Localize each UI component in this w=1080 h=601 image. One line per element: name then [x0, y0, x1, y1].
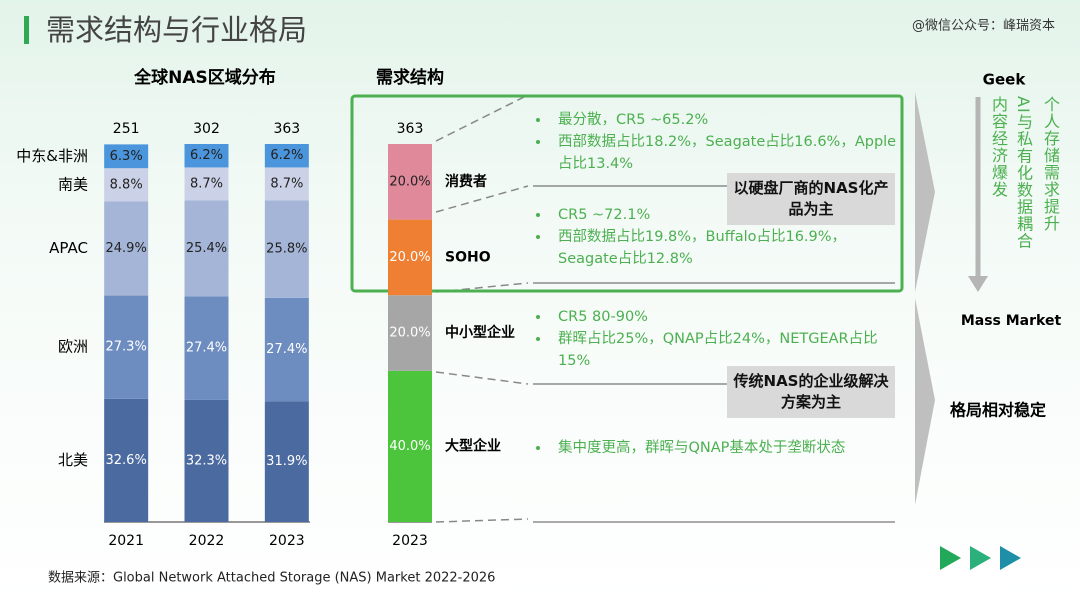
separator-lines: [533, 185, 895, 523]
bar-segment: [264, 144, 309, 168]
value-label: 40.0%: [389, 439, 430, 454]
bar-segment: [184, 399, 229, 522]
value-label: 8.7%: [270, 176, 303, 191]
value-label: 27.4%: [186, 341, 227, 356]
highlight-box: [350, 94, 904, 293]
bar-segment: [104, 144, 149, 169]
trend-arrow-head: [968, 276, 988, 292]
series-label: 中小型企业: [445, 324, 515, 341]
note-block: 最分散，CR5 ~65.2% 西部数据占比18.2%，Seagate占比16.6…: [534, 109, 899, 175]
bullet: CR5 ~72.1%: [534, 204, 899, 226]
bar-segment: [104, 398, 149, 522]
bar-segment: [388, 295, 432, 371]
value-label: 6.2%: [270, 148, 303, 163]
vertical-text: 内容经济爆发: [989, 96, 1008, 198]
bar-segment: [388, 219, 432, 296]
bar-segment: [264, 200, 309, 298]
source-note: 数据来源：Global Network Attached Storage (NA…: [48, 571, 495, 586]
series-label: 南美: [58, 175, 88, 193]
total-label: 251: [113, 121, 140, 137]
vertical-text: AI与私有化数据耦合: [1014, 96, 1033, 250]
note-block: CR5 ~72.1% 西部数据占比19.8%，Buffalo占比16.9%，Se…: [534, 204, 899, 270]
series-label: SOHO: [445, 249, 491, 265]
bar-segment: [104, 168, 149, 202]
value-label: 6.2%: [190, 148, 223, 163]
geek-label: Geek: [983, 71, 1027, 89]
mass-market-label: Mass Market: [961, 313, 1062, 329]
value-label: 25.4%: [186, 241, 227, 256]
chevron-bottom: [915, 298, 935, 505]
x-tick-label: 2021: [108, 533, 144, 549]
bar-segment: [264, 401, 309, 522]
callout: 传统NAS的企业级解决方案为主: [727, 366, 895, 418]
total-label: 363: [273, 121, 300, 137]
series-label: APAC: [49, 239, 88, 257]
deco-triangle: [1000, 546, 1021, 570]
series-label: 北美: [58, 451, 88, 469]
bar-segment: [388, 370, 432, 522]
value-label: 8.7%: [190, 176, 223, 191]
connector-lines: [435, 94, 529, 523]
bullet-text: CR5 ~72.1%: [558, 207, 651, 223]
bar-segment: [264, 167, 309, 201]
bullet-text: 西部数据占比19.8%，Buffalo占比16.9%，Seagate占比12.8…: [558, 229, 847, 267]
stable-label: 格局相对稳定: [950, 401, 1046, 420]
bar-segment: [264, 297, 309, 402]
bullet: 西部数据占比18.2%，Seagate占比16.6%，Apple占比13.4%: [534, 131, 899, 175]
value-label: 6.3%: [110, 149, 143, 164]
series-label: 大型企业: [445, 437, 501, 454]
vertical-text: 个人存储需求提升: [1041, 96, 1060, 232]
x-tick-label: 2022: [189, 533, 225, 549]
bullet: 最分散，CR5 ~65.2%: [534, 109, 899, 131]
series-label: 消费者: [445, 173, 487, 190]
bar-segment: [184, 167, 229, 201]
total-label: 363: [397, 121, 424, 137]
x-tick-label: 2023: [269, 533, 305, 549]
bullet-text: 集中度更高，群晖与QNAP基本处于垄断状态: [558, 440, 846, 456]
deco-triangle: [970, 546, 991, 570]
note-block: CR5 80-90% 群晖占比25%，QNAP占比24%，NETGEAR占比15…: [534, 306, 899, 372]
value-label: 27.4%: [266, 342, 307, 357]
chart-title: 需求结构: [376, 67, 444, 88]
bar-segment: [184, 296, 229, 400]
chart-title: 全球NAS区域分布: [133, 67, 276, 88]
value-label: 27.3%: [106, 340, 147, 355]
callout: 以硬盘厂商的NAS化产品为主: [727, 173, 895, 225]
deco-triangle: [940, 546, 961, 570]
chevron-top: [915, 92, 935, 292]
bar-segment: [184, 144, 229, 168]
value-label: 32.3%: [186, 453, 227, 468]
x-tick-label: 2023: [392, 533, 428, 549]
note-block: 集中度更高，群晖与QNAP基本处于垄断状态: [534, 437, 874, 459]
bullet: CR5 80-90%: [534, 306, 899, 328]
value-label: 25.8%: [266, 242, 307, 257]
bar-segment: [104, 295, 149, 399]
bullet-text: 最分散，CR5 ~65.2%: [558, 112, 709, 128]
series-label: 中东&非洲: [16, 147, 88, 165]
value-label: 24.9%: [106, 241, 147, 256]
bullet-text: 群晖占比25%，QNAP占比24%，NETGEAR占比15%: [558, 331, 878, 369]
value-label: 20.0%: [389, 250, 430, 265]
value-label: 20.0%: [389, 326, 430, 341]
bullet: 群晖占比25%，QNAP占比24%，NETGEAR占比15%: [534, 328, 899, 372]
source-tag: @微信公众号：峰瑞资本: [912, 19, 1055, 34]
value-label: 20.0%: [389, 174, 430, 189]
bullet: 西部数据占比19.8%，Buffalo占比16.9%，Seagate占比12.8…: [534, 226, 899, 270]
series-label: 欧洲: [58, 338, 88, 356]
bullet: 集中度更高，群晖与QNAP基本处于垄断状态: [534, 437, 874, 459]
bar-segment: [388, 144, 432, 220]
bar-segment: [104, 201, 149, 296]
value-label: 32.6%: [106, 453, 147, 468]
bullet-text: 西部数据占比18.2%，Seagate占比16.6%，Apple占比13.4%: [558, 134, 897, 172]
value-label: 31.9%: [266, 454, 307, 469]
title-accent: [24, 16, 29, 44]
bullet-text: CR5 80-90%: [558, 309, 648, 325]
slide-title: 需求结构与行业格局: [46, 13, 307, 47]
bar-segment: [184, 200, 229, 297]
total-label: 302: [193, 121, 220, 137]
value-label: 8.8%: [110, 177, 143, 192]
